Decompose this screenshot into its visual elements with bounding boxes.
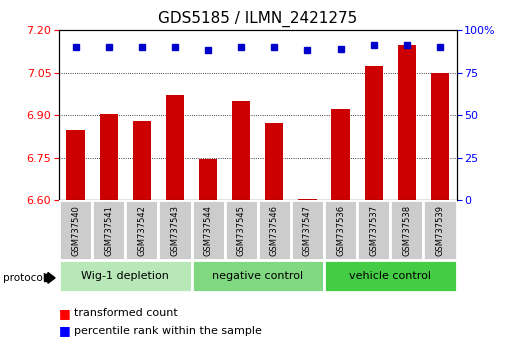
Bar xyxy=(365,66,383,200)
Bar xyxy=(232,101,250,200)
Title: GDS5185 / ILMN_2421275: GDS5185 / ILMN_2421275 xyxy=(158,11,358,27)
Bar xyxy=(133,121,151,200)
Text: GSM737545: GSM737545 xyxy=(236,205,246,256)
Bar xyxy=(324,260,457,292)
Bar xyxy=(291,200,324,260)
Bar xyxy=(59,200,92,260)
Text: Wig-1 depletion: Wig-1 depletion xyxy=(82,271,169,281)
Text: GSM737546: GSM737546 xyxy=(270,205,279,256)
Text: GSM737540: GSM737540 xyxy=(71,205,80,256)
Text: transformed count: transformed count xyxy=(74,308,178,318)
Text: ■: ■ xyxy=(59,325,71,337)
Bar xyxy=(191,200,225,260)
FancyArrow shape xyxy=(44,273,55,283)
Bar xyxy=(265,123,284,200)
Text: GSM737542: GSM737542 xyxy=(137,205,146,256)
Bar xyxy=(398,45,416,200)
Bar xyxy=(59,260,191,292)
Text: percentile rank within the sample: percentile rank within the sample xyxy=(74,326,262,336)
Text: GSM737543: GSM737543 xyxy=(170,205,180,256)
Bar xyxy=(100,114,118,200)
Text: GSM737544: GSM737544 xyxy=(204,205,212,256)
Text: protocol: protocol xyxy=(3,273,45,283)
Bar xyxy=(159,200,191,260)
Text: GSM737547: GSM737547 xyxy=(303,205,312,256)
Bar xyxy=(258,200,291,260)
Bar xyxy=(331,109,350,200)
Text: GSM737541: GSM737541 xyxy=(104,205,113,256)
Text: GSM737536: GSM737536 xyxy=(336,205,345,256)
Text: vehicle control: vehicle control xyxy=(349,271,431,281)
Bar xyxy=(92,200,125,260)
Bar xyxy=(125,200,159,260)
Bar xyxy=(225,200,258,260)
Bar xyxy=(67,130,85,200)
Bar xyxy=(423,200,457,260)
Bar xyxy=(390,200,423,260)
Text: GSM737538: GSM737538 xyxy=(402,205,411,256)
Bar xyxy=(191,260,324,292)
Bar xyxy=(199,159,217,200)
Text: GSM737537: GSM737537 xyxy=(369,205,378,256)
Bar xyxy=(357,200,390,260)
Bar xyxy=(166,95,184,200)
Text: ■: ■ xyxy=(59,307,71,320)
Bar xyxy=(324,200,357,260)
Bar xyxy=(431,73,449,200)
Text: GSM737539: GSM737539 xyxy=(436,205,444,256)
Text: negative control: negative control xyxy=(212,271,303,281)
Bar xyxy=(299,199,317,200)
